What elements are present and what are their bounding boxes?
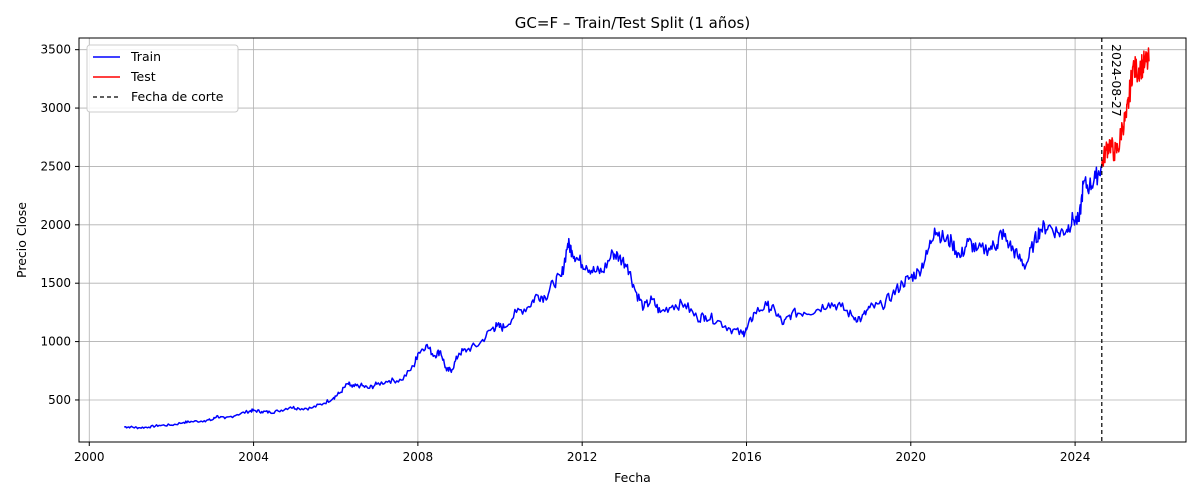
x-tick-label: 2012 — [567, 450, 598, 464]
grid-lines — [79, 38, 1186, 442]
x-tick-label: 2024 — [1060, 450, 1091, 464]
x-tick-label: 2016 — [731, 450, 762, 464]
y-tick-label: 1000 — [40, 335, 71, 349]
x-tick-label: 2020 — [896, 450, 927, 464]
series-group — [124, 47, 1150, 430]
plot-frame — [78, 37, 1187, 443]
y-tick-label: 2500 — [40, 159, 71, 173]
y-tick-label: 2000 — [40, 218, 71, 232]
legend-label-cutoff: Fecha de corte — [131, 89, 224, 104]
y-tick-label: 3500 — [40, 43, 71, 57]
cutoff-date-label: 2024-08-27 — [1109, 44, 1124, 117]
x-axis-label: Fecha — [614, 470, 651, 485]
axis-ticks: 2000 2004 2008 2012 2016 2020 2024 500 1000 1500 2… — [40, 43, 1090, 464]
y-axis-label: Precio Close — [14, 202, 29, 278]
cutoff-group: 2024-08-27 — [1101, 38, 1124, 442]
y-tick-label: 3000 — [40, 101, 71, 115]
y-tick-label: 500 — [48, 393, 71, 407]
x-tick-label: 2004 — [238, 450, 269, 464]
legend-label-train: Train — [130, 49, 161, 64]
chart-title: GC=F – Train/Test Split (1 años) — [515, 14, 750, 32]
x-tick-label: 2008 — [403, 450, 434, 464]
legend-label-test: Test — [130, 69, 156, 84]
series-line-test — [1101, 47, 1150, 167]
legend-box — [86, 44, 239, 113]
legend: Train Test Fecha de corte — [86, 44, 239, 113]
series-line-train — [124, 165, 1103, 430]
y-tick-label: 1500 — [40, 276, 71, 290]
x-tick-label: 2000 — [74, 450, 105, 464]
